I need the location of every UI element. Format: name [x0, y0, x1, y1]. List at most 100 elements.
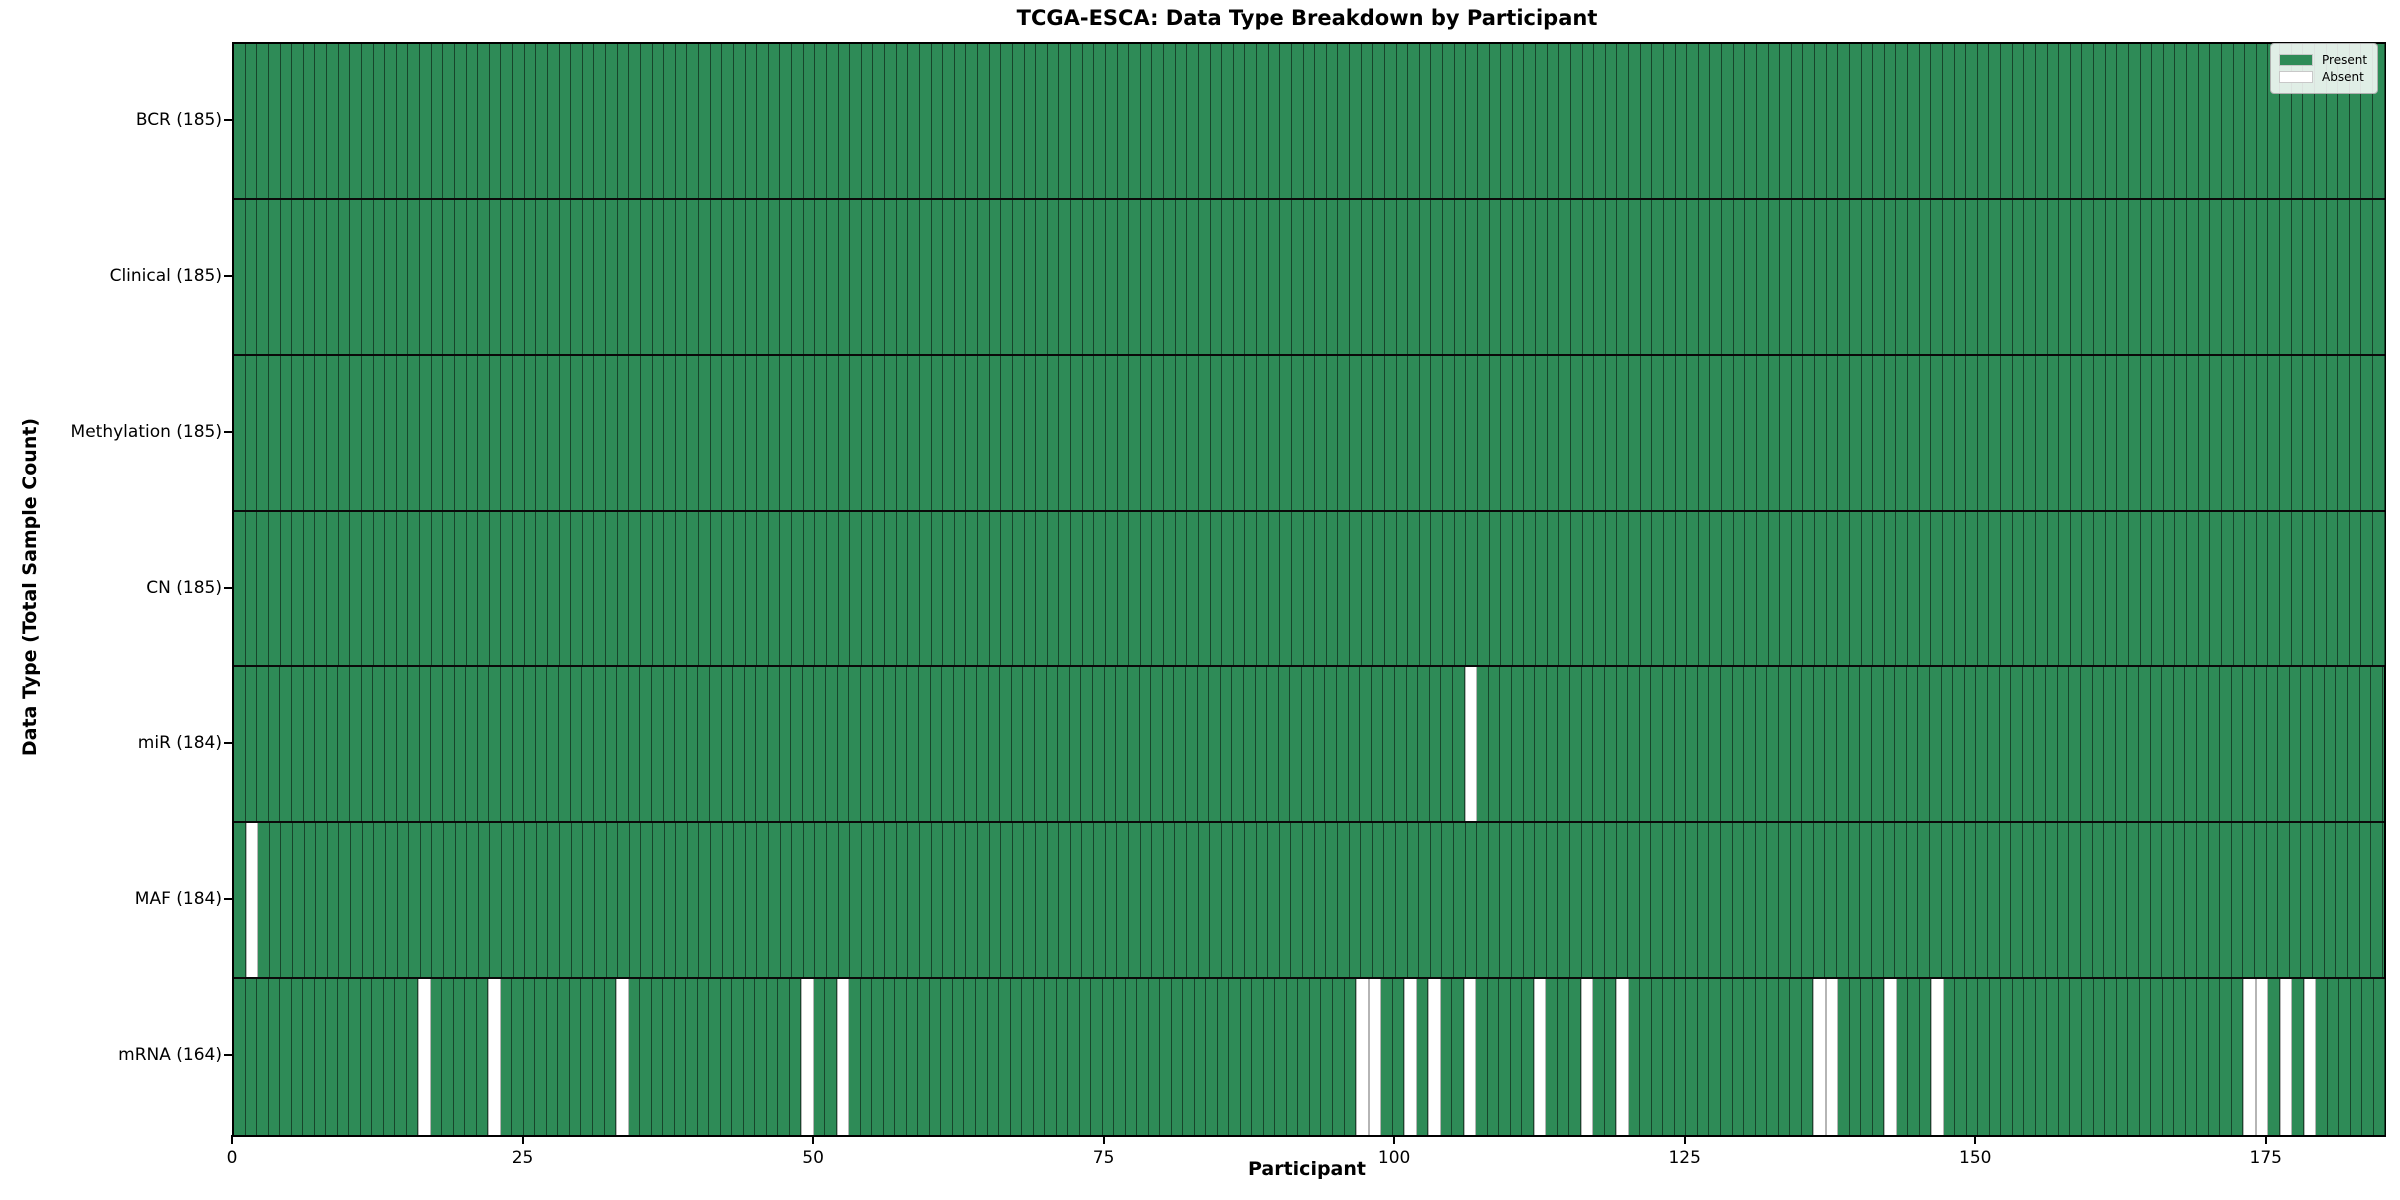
present-cell: [571, 823, 584, 978]
present-cell: [303, 355, 316, 510]
present-cell: [524, 511, 537, 666]
present-cell: [1081, 667, 1094, 822]
present-cell: [1663, 355, 1676, 510]
present-cell: [281, 823, 294, 978]
present-cell: [2082, 355, 2094, 510]
present-cell: [2104, 823, 2116, 978]
present-cell: [315, 355, 327, 510]
present-cell: [617, 199, 630, 354]
present-cell: [1500, 667, 1513, 822]
present-cell: [1941, 667, 1954, 822]
present-cell: [699, 199, 711, 354]
present-cell: [396, 44, 409, 198]
present-cell: [2198, 44, 2211, 198]
present-cell: [1838, 44, 1850, 198]
present-cell: [2197, 979, 2209, 1135]
present-cell: [2001, 355, 2013, 510]
present-cell: [976, 979, 988, 1135]
present-cell: [1966, 355, 1978, 510]
present-cell: [1058, 667, 1070, 822]
legend-entry-absent: Absent: [2279, 70, 2369, 84]
present-cell: [1988, 823, 2000, 978]
present-cell: [2243, 667, 2256, 822]
present-cell: [652, 823, 665, 978]
present-cell: [2268, 355, 2280, 510]
present-cell: [1430, 823, 1443, 978]
present-cell: [2035, 511, 2048, 666]
present-cell: [1056, 979, 1069, 1135]
present-cell: [2080, 823, 2093, 978]
present-cell: [1558, 823, 1571, 978]
present-cell: [1954, 511, 1967, 666]
present-cell: [1360, 667, 1372, 822]
present-cell: [1465, 823, 1478, 978]
present-cell: [1512, 667, 1524, 822]
present-cell: [2163, 511, 2176, 666]
present-cell: [1036, 823, 1048, 978]
present-cell: [838, 44, 851, 198]
present-cell: [2034, 823, 2047, 978]
present-cell: [652, 355, 665, 510]
present-cell: [1557, 979, 1570, 1135]
y-tick-mark: [224, 430, 232, 433]
present-cell: [792, 199, 804, 354]
present-cell: [1024, 823, 1037, 978]
present-cell: [2268, 979, 2280, 1135]
present-cell: [2128, 511, 2141, 666]
present-cell: [606, 44, 618, 198]
present-cell: [327, 823, 340, 978]
present-cell: [2139, 979, 2152, 1135]
present-cell: [1477, 667, 1489, 822]
present-cell: [571, 511, 583, 666]
present-cell: [1755, 823, 1768, 978]
present-cell: [1780, 44, 1792, 198]
present-cell: [1732, 979, 1745, 1135]
present-cell: [523, 979, 536, 1135]
present-cell: [2301, 667, 2314, 822]
present-cell: [2092, 667, 2105, 822]
present-cell: [2024, 979, 2036, 1135]
present-cell: [1348, 667, 1361, 822]
present-cell: [1871, 667, 1884, 822]
present-cell: [755, 979, 767, 1135]
present-cell: [1815, 199, 1827, 354]
present-cell: [640, 979, 652, 1135]
present-cell: [2316, 979, 2328, 1135]
present-cell: [1861, 979, 1873, 1135]
heatmap-row-BCR: [234, 44, 2385, 200]
present-cell: [1001, 823, 1013, 978]
present-cell: [1338, 44, 1350, 198]
present-cell: [826, 355, 839, 510]
present-cell: [1408, 199, 1420, 354]
present-cell: [361, 355, 374, 510]
present-cell: [571, 199, 583, 354]
present-cell: [1431, 44, 1443, 198]
present-cell: [1652, 44, 1664, 198]
present-cell: [2162, 979, 2175, 1135]
present-cell: [1813, 823, 1826, 978]
absent-cell: [2243, 979, 2256, 1135]
present-cell: [629, 823, 642, 978]
present-cell: [1594, 44, 1606, 198]
present-cell: [234, 511, 246, 666]
present-cell: [1617, 511, 1629, 666]
present-cell: [617, 511, 630, 666]
present-cell: [2105, 355, 2118, 510]
present-cell: [1501, 199, 1513, 354]
present-cell: [792, 511, 804, 666]
present-cell: [1441, 667, 1453, 822]
present-cell: [1326, 823, 1338, 978]
present-cell: [2035, 355, 2048, 510]
present-cell: [1675, 44, 1688, 198]
present-cell: [1313, 667, 1326, 822]
present-cell: [1966, 511, 1978, 666]
present-cell: [885, 44, 897, 198]
present-cell: [1790, 823, 1803, 978]
present-cell: [1477, 823, 1489, 978]
present-cell: [720, 979, 733, 1135]
present-cell: [2024, 355, 2036, 510]
present-cell: [989, 355, 1002, 510]
present-cell: [1722, 511, 1734, 666]
present-cell: [420, 511, 432, 666]
present-cell: [978, 355, 990, 510]
